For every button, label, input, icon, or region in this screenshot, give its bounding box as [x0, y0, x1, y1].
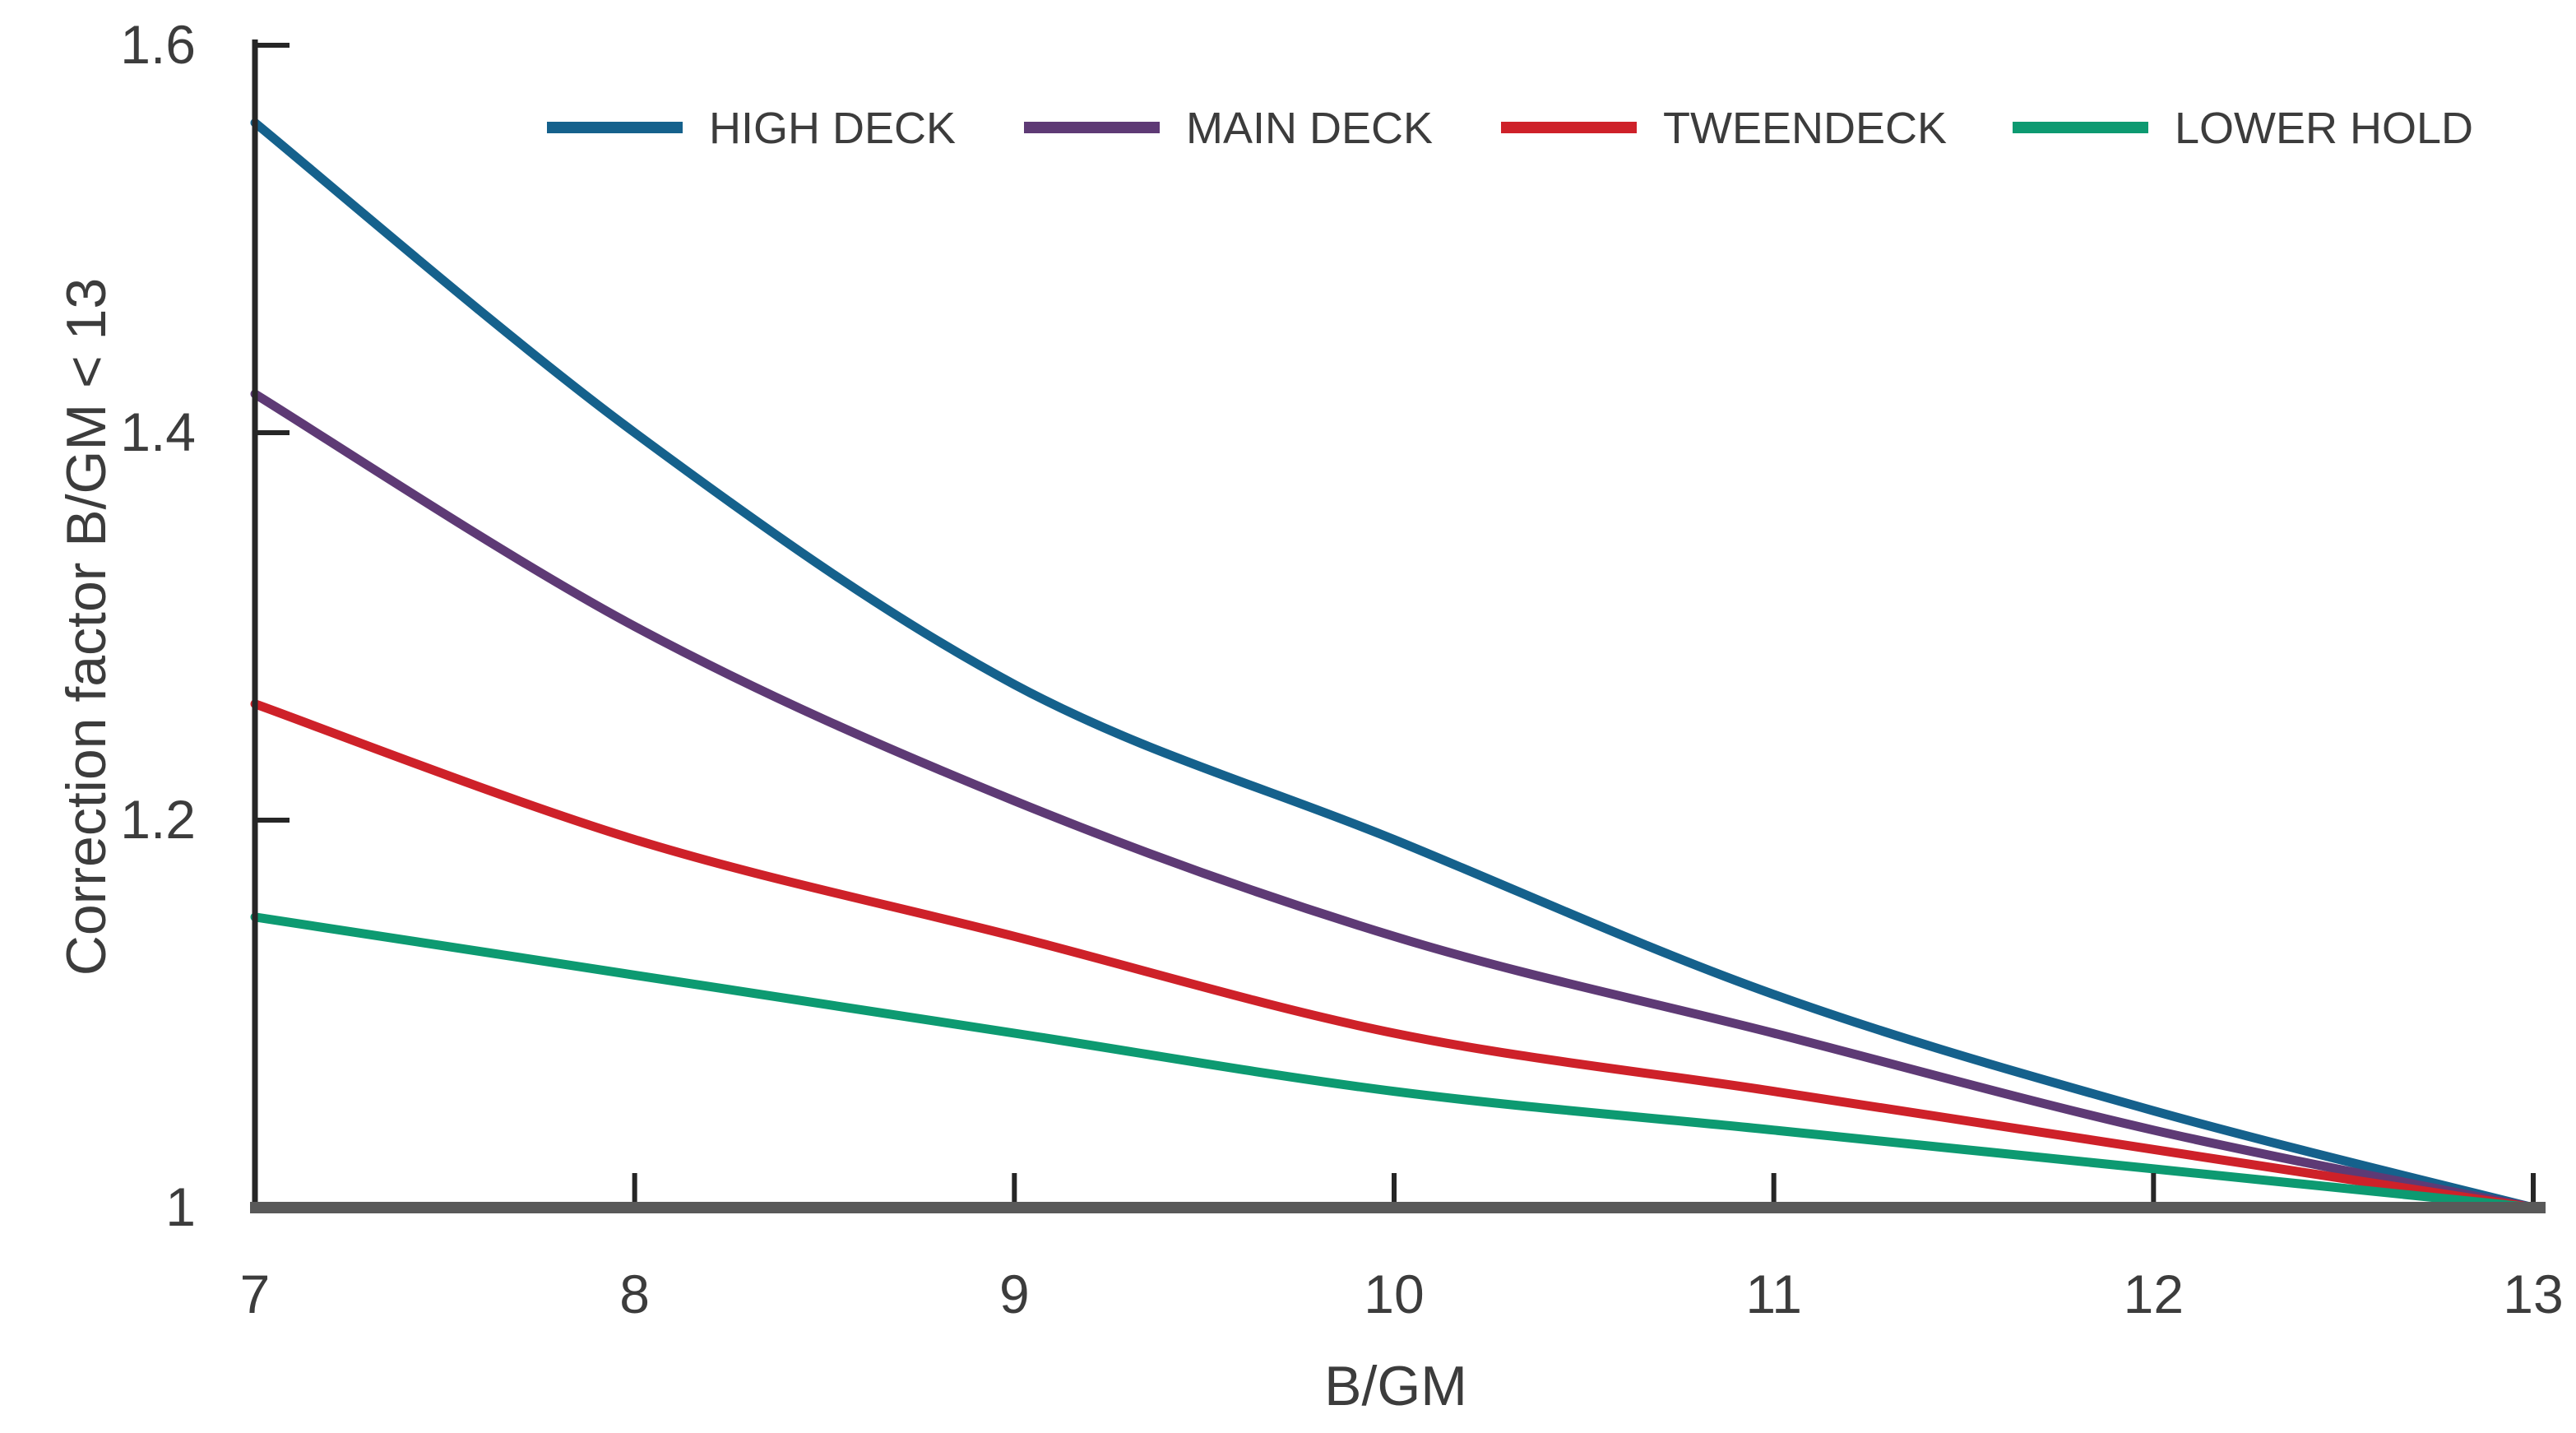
tick-labels: 7 8 9 10 11 12 13 1 1.2 1.4 1.6	[120, 14, 2563, 1324]
series-line-high-deck	[250, 118, 2538, 1213]
y-tick-label-1-6: 1.6	[120, 14, 196, 75]
legend-item-tweendeck: TWEENDECK	[1501, 104, 1947, 153]
x-axis-title: B/GM	[1324, 1355, 1467, 1417]
legend-label-high-deck: HIGH DECK	[709, 104, 956, 153]
legend: HIGH DECK MAIN DECK TWEENDECK LOWER HOLD	[547, 104, 2473, 153]
plot-series	[250, 118, 2538, 1213]
legend-label-tweendeck: TWEENDECK	[1663, 104, 1947, 153]
x-tick-label-12: 12	[2124, 1264, 2184, 1324]
legend-label-main-deck: MAIN DECK	[1186, 104, 1433, 153]
series-line-tweendeck	[250, 699, 2538, 1213]
legend-item-lower-hold: LOWER HOLD	[2013, 104, 2473, 153]
y-tick-label-1: 1	[165, 1176, 196, 1237]
legend-item-main-deck: MAIN DECK	[1024, 104, 1433, 153]
x-tick-label-10: 10	[1364, 1264, 1424, 1324]
legend-item-high-deck: HIGH DECK	[547, 104, 956, 153]
legend-label-lower-hold: LOWER HOLD	[2175, 104, 2473, 153]
axis-tick-marks	[257, 43, 2536, 1206]
x-tick-label-8: 8	[619, 1264, 650, 1324]
y-axis-title: Correction factor B/GM < 13	[55, 278, 118, 976]
x-tick-label-9: 9	[999, 1264, 1030, 1324]
x-tick-label-11: 11	[1745, 1264, 1802, 1324]
series-line-lower-hold	[250, 912, 2538, 1213]
x-tick-label-13: 13	[2503, 1264, 2563, 1324]
y-tick-label-1-4: 1.4	[120, 401, 196, 462]
y-tick-label-1-2: 1.2	[120, 789, 196, 850]
series-line-main-deck	[250, 389, 2538, 1213]
x-tick-label-7: 7	[240, 1264, 271, 1324]
